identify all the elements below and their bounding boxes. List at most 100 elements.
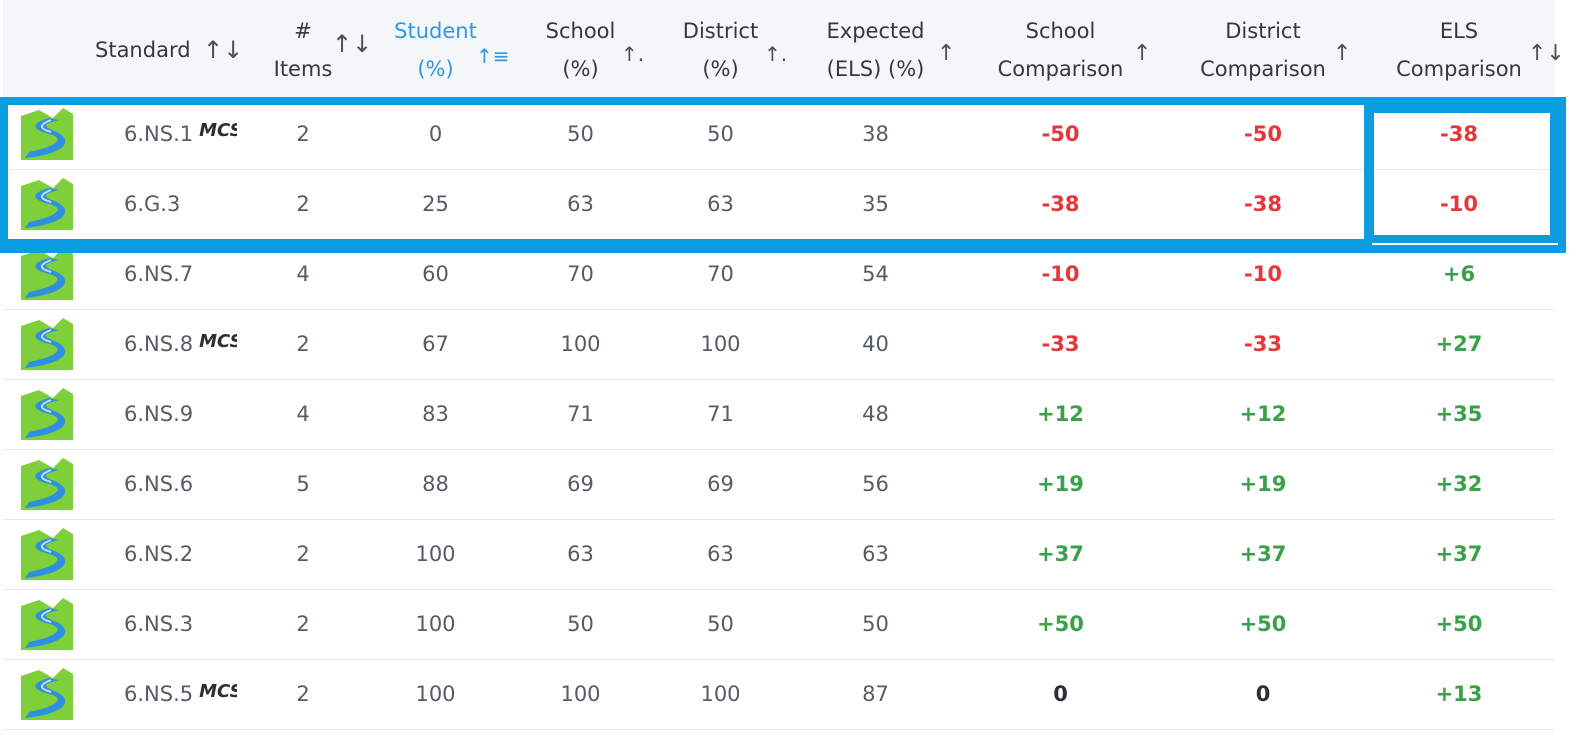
standard-code[interactable]: 6.NS.7: [124, 262, 194, 286]
school-comparison-cell: +37: [1037, 542, 1084, 566]
header-items[interactable]: # Items ↑↓: [248, 0, 373, 99]
district-comparison-cell: -10: [1244, 262, 1282, 286]
standard-cell[interactable]: 6.NS.1MCS: [85, 99, 248, 169]
standard-code[interactable]: 6.NS.5: [124, 682, 194, 706]
river-path-icon: [21, 107, 73, 160]
district-cell: 63: [707, 192, 734, 216]
standard-cell[interactable]: 6.NS.5MCS: [85, 659, 248, 729]
header-expected[interactable]: Expected (ELS) (%) ↑: [793, 0, 958, 99]
header-els-cmp-line1: ELS: [1439, 18, 1479, 43]
student-cell: 60: [422, 262, 449, 286]
standard-code[interactable]: 6.NS.1: [124, 121, 194, 146]
els-comparison-cell: +37: [1435, 542, 1483, 566]
sort-icon[interactable]: ↑.: [621, 42, 645, 66]
items-cell: 2: [296, 682, 310, 706]
sort-icon[interactable]: ↑≡: [476, 44, 510, 68]
header-district-comparison[interactable]: District Comparison ↑: [1163, 0, 1363, 99]
table-row[interactable]: 6.NS.9 4 83 71 71 48 +12 +12 +35: [3, 379, 1555, 449]
header-school-line1: School: [545, 18, 616, 43]
standard-cell[interactable]: 6.NS.6: [85, 449, 248, 519]
river-path-icon: [21, 528, 73, 580]
river-path-icon: [21, 388, 73, 440]
table-row[interactable]: 6.NS.3 2 100 50 50 50 +50 +50 +50: [3, 589, 1555, 659]
standard-code[interactable]: 6.NS.3: [124, 612, 194, 636]
header-district[interactable]: District (%) ↑.: [648, 0, 793, 99]
district-comparison-cell: -33: [1244, 332, 1282, 356]
standard-code[interactable]: 6.NS.2: [124, 542, 194, 566]
standard-cell[interactable]: 6.G.3: [85, 169, 248, 239]
items-cell: 4: [296, 402, 310, 426]
row-icon-cell: [3, 659, 85, 729]
table-row[interactable]: 6.NS.1MCS 2 0 50 50 38 -50 -50 -38: [3, 99, 1555, 169]
standard-code[interactable]: 6.NS.6: [124, 472, 194, 496]
table-row[interactable]: 6.G.3 2 25 63 63 35 -38 -38 -10: [3, 169, 1555, 239]
expected-cell: 54: [862, 262, 889, 286]
header-district-line1: District: [682, 18, 759, 43]
header-items-line2: Items: [273, 56, 333, 81]
district-comparison-cell: +37: [1239, 542, 1287, 566]
expected-cell: 87: [862, 682, 889, 706]
school-cell: 50: [567, 121, 594, 146]
district-cell: 69: [707, 472, 734, 496]
sort-icon[interactable]: ↑: [1333, 41, 1352, 66]
school-comparison-cell: 0: [1053, 682, 1068, 706]
standards-table: Standard ↑↓ # Items ↑↓ Student (%) ↑≡ Scho…: [3, 0, 1565, 730]
header-school-cmp-line2: Comparison: [997, 56, 1124, 81]
els-comparison-cell: +27: [1435, 332, 1483, 356]
school-comparison-cell: -10: [1041, 262, 1080, 286]
sort-icon[interactable]: ↑: [1133, 41, 1152, 66]
standard-code[interactable]: 6.NS.8: [124, 332, 194, 356]
table-row[interactable]: 6.NS.2 2 100 63 63 63 +37 +37 +37: [3, 519, 1555, 589]
standard-code[interactable]: 6.G.3: [124, 192, 181, 216]
expected-cell: 40: [862, 332, 889, 356]
student-cell: 100: [415, 542, 456, 566]
header-school-line2: (%): [562, 56, 599, 81]
header-expected-line1: Expected: [826, 18, 925, 43]
sort-icon[interactable]: ↑↓: [1528, 41, 1565, 66]
district-cell: 71: [707, 402, 734, 426]
table-row[interactable]: 6.NS.6 5 88 69 69 56 +19 +19 +32: [3, 449, 1555, 519]
table-row[interactable]: 6.NS.7 4 60 70 70 54 -10 -10 +6: [3, 239, 1555, 309]
district-comparison-cell: 0: [1255, 682, 1271, 706]
expected-cell: 35: [862, 192, 889, 216]
standard-cell[interactable]: 6.NS.3: [85, 589, 248, 659]
header-student[interactable]: Student (%) ↑≡: [358, 0, 513, 99]
school-cell: 100: [560, 682, 601, 706]
standard-cell[interactable]: 6.NS.7: [85, 239, 248, 309]
school-cell: 69: [567, 472, 594, 496]
els-comparison-cell: +13: [1435, 682, 1483, 706]
expected-cell: 56: [862, 472, 889, 496]
district-comparison-cell: +50: [1239, 612, 1287, 636]
items-cell: 2: [296, 542, 310, 566]
header-standard[interactable]: Standard ↑↓: [85, 0, 248, 99]
standard-cell[interactable]: 6.NS.2: [85, 519, 248, 589]
sort-icon[interactable]: ↑.: [764, 42, 788, 66]
river-path-icon: [21, 458, 73, 510]
header-icon-col: [3, 0, 85, 99]
school-comparison-cell: +50: [1037, 612, 1084, 636]
table-row[interactable]: 6.NS.5MCS 2 100 100 100 87 0 0 +13: [3, 659, 1555, 729]
district-cell: 70: [707, 262, 734, 286]
sort-icon[interactable]: ↑↓: [203, 36, 244, 64]
river-path-icon: [21, 318, 73, 370]
standard-cell[interactable]: 6.NS.8MCS: [85, 309, 248, 379]
els-comparison-cell: -38: [1440, 121, 1478, 146]
expected-cell: 50: [862, 612, 889, 636]
header-district-cmp-line1: District: [1225, 18, 1301, 43]
sort-icon[interactable]: ↑: [937, 41, 956, 66]
header-els-comparison[interactable]: ELS Comparison ↑↓: [1363, 0, 1565, 99]
header-school-comparison[interactable]: School Comparison ↑: [958, 0, 1163, 99]
items-cell: 5: [296, 472, 310, 496]
standard-cell[interactable]: 6.NS.9: [85, 379, 248, 449]
header-school[interactable]: School (%) ↑.: [513, 0, 648, 99]
sort-icon[interactable]: ↑↓: [332, 30, 373, 58]
row-icon-cell: [3, 239, 85, 309]
header-district-cmp-line2: Comparison: [1200, 56, 1326, 81]
standard-code[interactable]: 6.NS.9: [124, 402, 194, 426]
school-cell: 50: [567, 612, 594, 636]
table-row[interactable]: 6.NS.8MCS 2 67 100 100 40 -33 -33 +27: [3, 309, 1555, 379]
school-cell: 71: [567, 402, 594, 426]
els-comparison-cell: +32: [1435, 472, 1483, 496]
district-comparison-cell: -50: [1244, 121, 1282, 146]
header-expected-line2: (ELS) (%): [826, 56, 925, 81]
